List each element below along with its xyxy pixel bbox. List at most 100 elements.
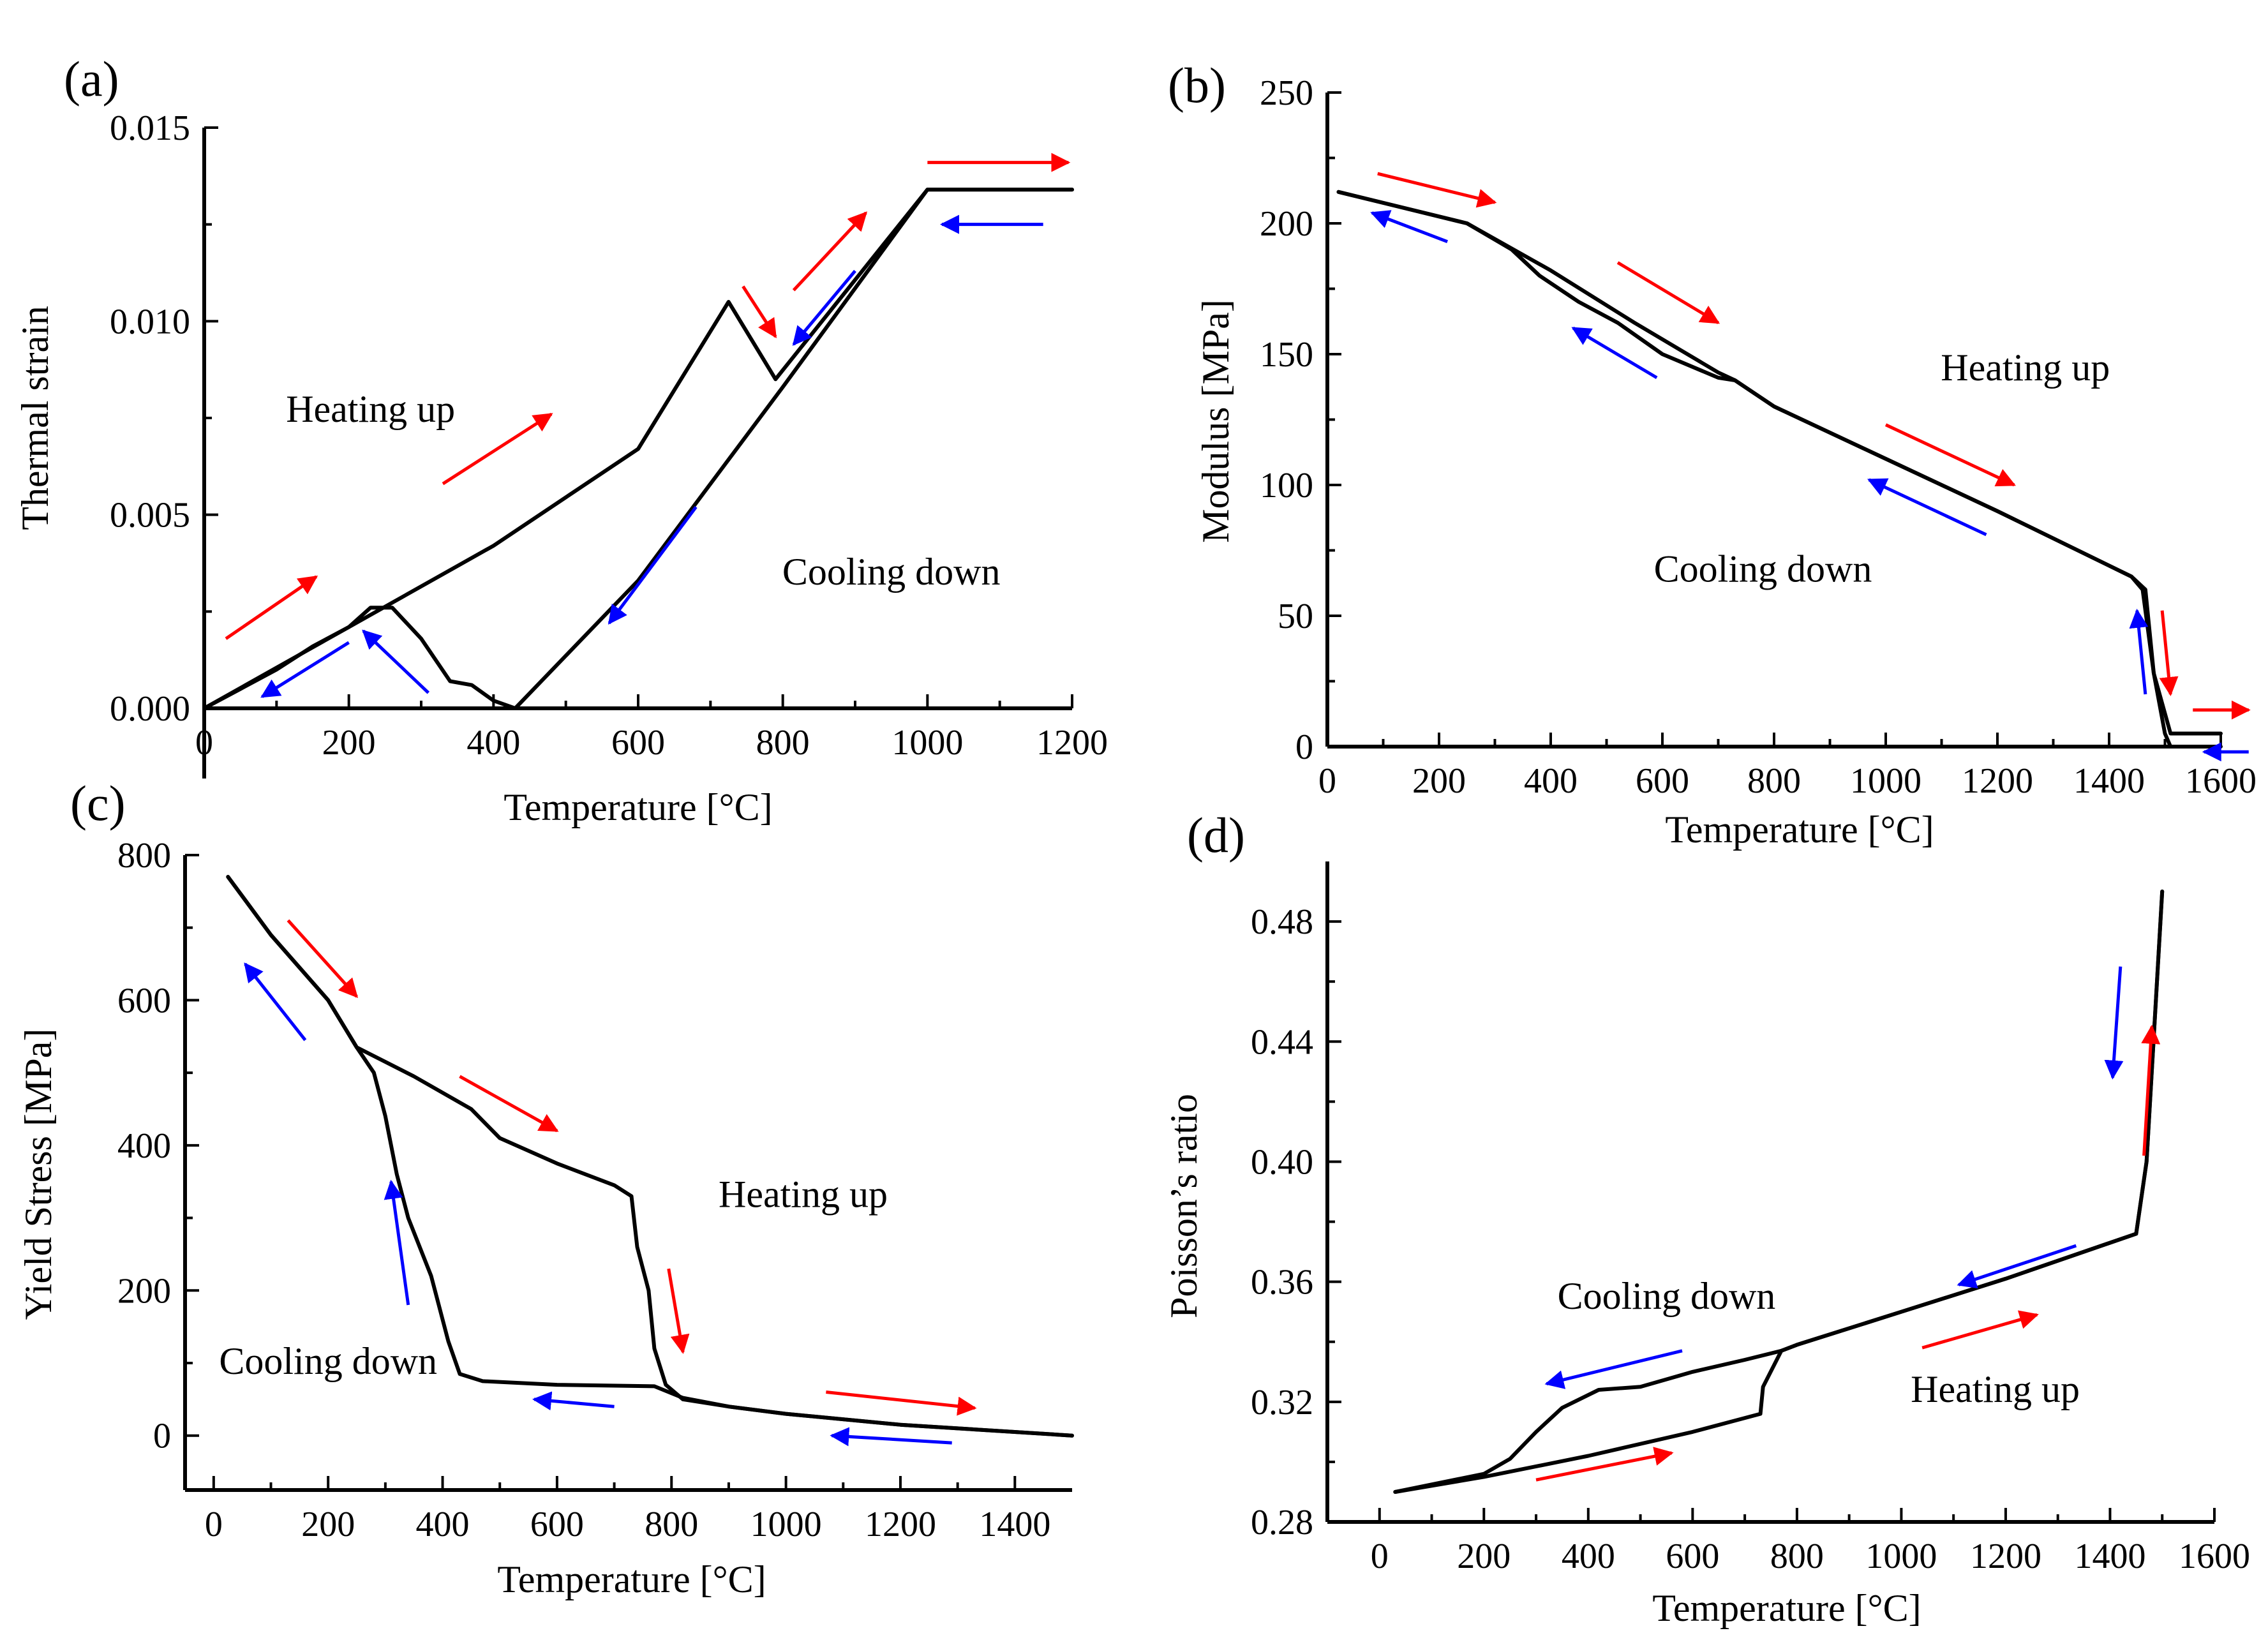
x-tick-label-d: 1000 [1865, 1537, 1937, 1576]
chart-panel-c: (c) 0 200 400 600 800 1000 1200 1400 0 200 400 600 80… [17, 775, 1074, 1600]
x-tick-label-b: 800 [1747, 761, 1801, 801]
annotation-heating-up-b: Heating up [1941, 347, 2110, 389]
x-tick-label-a: 200 [322, 723, 376, 763]
cooling-arrow-c [532, 1391, 615, 1411]
x-tick-label-b: 400 [1524, 761, 1578, 801]
heating-arrow-c [459, 1075, 559, 1133]
x-tick-label-a: 1200 [1036, 723, 1108, 763]
cooling-arrow-b [1370, 210, 1449, 244]
series-cooling-down-c [226, 875, 1074, 1438]
heating-arrow-b [1377, 172, 1497, 208]
x-tick-label-d: 200 [1457, 1537, 1511, 1576]
heating-arrow-c [826, 1390, 977, 1416]
y-tick-label-c: 600 [117, 981, 171, 1020]
y-axis-title-d: Poisson’s ratio [1163, 1094, 1205, 1318]
x-tick-label-d: 1200 [1970, 1537, 2041, 1576]
cooling-arrow-a [260, 641, 350, 698]
x-tick-label-d: 1600 [2179, 1537, 2250, 1576]
cooling-arrow-b [1571, 326, 1658, 380]
x-tick-label-c: 0 [205, 1505, 223, 1544]
y-tick-label-a: 0.010 [110, 302, 190, 341]
x-axis-title-a: Temperature [°C] [504, 786, 772, 828]
y-tick-label-b: 200 [1260, 204, 1313, 244]
x-tick-label-c: 200 [301, 1505, 355, 1544]
x-tick-label-a: 800 [756, 723, 810, 763]
x-tick-label-c: 800 [645, 1505, 698, 1544]
y-tick-label-c: 400 [117, 1126, 171, 1166]
cooling-arrow-b [1867, 478, 1987, 537]
x-tick-label-b: 1000 [1850, 761, 1921, 801]
series-heating-up-a [202, 188, 1074, 710]
heating-arrow-d [2141, 1024, 2161, 1156]
x-axis-title-b: Temperature [°C] [1665, 809, 1934, 851]
cooling-arrow-b [2129, 608, 2149, 695]
panel-label-c: (c) [70, 775, 126, 831]
heating-arrow-b [1884, 423, 2016, 487]
y-tick-label-b: 150 [1260, 335, 1313, 375]
y-tick-label-c: 800 [117, 836, 171, 876]
chart-panel-a: (a) 0 200 400 600 800 1000 1200 0.000 0.005 0.010 0… [14, 51, 1108, 828]
panel-label-b: (b) [1168, 57, 1226, 113]
x-tick-label-a: 0 [195, 723, 213, 763]
x-tick-label-d: 600 [1666, 1537, 1719, 1576]
y-tick-label-b: 100 [1260, 466, 1313, 505]
annotation-cooling-down-d: Cooling down [1558, 1275, 1776, 1317]
cooling-arrow-d [1544, 1349, 1683, 1389]
cooling-arrow-a [362, 629, 430, 694]
y-axis-title-b: Modulus [MPa] [1195, 299, 1237, 543]
heating-arrow-d [1535, 1447, 1674, 1482]
cooling-arrow-c [244, 962, 307, 1041]
x-tick-label-a: 400 [466, 723, 520, 763]
cooling-arrow-c [830, 1427, 952, 1447]
chart-panel-b: (b) 0 200 400 600 800 1000 1200 1400 1600 0 50 100 15… [1168, 57, 2257, 851]
annotation-cooling-down-a: Cooling down [782, 551, 1001, 593]
annotation-heating-up-a: Heating up [286, 388, 455, 430]
heating-arrow-a [742, 285, 777, 339]
x-tick-label-a: 1000 [892, 723, 963, 763]
x-tick-label-d: 0 [1371, 1537, 1389, 1576]
heating-arrow-b [1616, 261, 1720, 324]
series-cooling-down-a [202, 188, 1074, 710]
annotation-cooling-down-b: Cooling down [1654, 548, 1872, 590]
x-tick-label-d: 800 [1770, 1537, 1824, 1576]
x-tick-label-d: 1400 [2074, 1537, 2145, 1576]
x-tick-label-b: 0 [1318, 761, 1336, 801]
cooling-arrow-d [1957, 1244, 2077, 1289]
x-tick-label-c: 400 [416, 1505, 470, 1544]
y-axis-title-c: Yield Stress [MPa] [17, 1029, 59, 1320]
x-tick-label-c: 600 [530, 1505, 584, 1544]
y-tick-label-d: 0.40 [1251, 1142, 1313, 1182]
y-tick-label-a: 0.000 [110, 689, 190, 729]
heating-arrow-a [442, 412, 553, 486]
annotation-heating-up-c: Heating up [719, 1174, 888, 1216]
heating-arrow-a [792, 211, 868, 292]
chart-panel-d: (d) 0 200 400 600 800 1000 1200 1400 1600 0.28 0.32… [1163, 807, 2250, 1629]
panel-label-d: (d) [1187, 807, 1245, 863]
x-tick-label-d: 400 [1562, 1537, 1615, 1576]
x-tick-label-b: 600 [1636, 761, 1689, 801]
y-tick-label-d: 0.32 [1251, 1383, 1313, 1422]
x-tick-label-c: 1400 [979, 1505, 1050, 1544]
y-axis-title-a: Thermal strain [14, 306, 56, 530]
y-tick-label-b: 50 [1278, 597, 1313, 636]
annotation-cooling-down-c: Cooling down [219, 1340, 437, 1382]
series-cooling-down-b [1336, 190, 2223, 749]
series-cooling-down-d [1393, 890, 2165, 1494]
x-tick-label-b: 1400 [2073, 761, 2145, 801]
y-tick-label-c: 200 [117, 1271, 171, 1311]
panel-label-a: (a) [64, 51, 119, 107]
x-tick-label-c: 1200 [865, 1505, 936, 1544]
x-tick-label-b: 1200 [1962, 761, 2033, 801]
y-tick-label-c: 0 [153, 1417, 171, 1456]
y-tick-label-b: 0 [1295, 727, 1313, 767]
cooling-arrow-d [2104, 966, 2124, 1080]
annotation-heating-up-d: Heating up [1911, 1368, 2080, 1410]
series-heating-up-b [1336, 190, 2223, 736]
cooling-arrow-a [792, 269, 856, 347]
heating-arrow-b [2159, 610, 2179, 696]
y-tick-label-d: 0.28 [1251, 1503, 1313, 1542]
x-axis-title-d: Temperature [°C] [1652, 1587, 1921, 1629]
heating-arrow-a [225, 575, 318, 640]
cooling-arrow-a [608, 506, 698, 625]
